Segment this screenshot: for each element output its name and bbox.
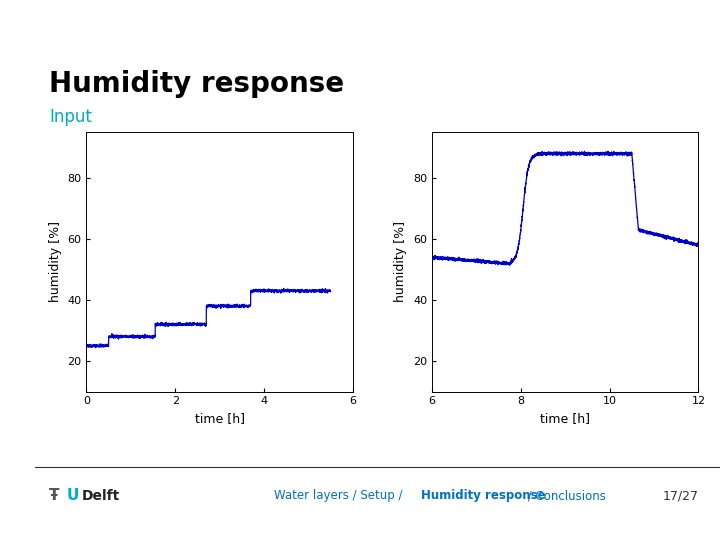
Text: Ŧ: Ŧ [49,488,60,503]
Y-axis label: humidity [%]: humidity [%] [49,221,62,302]
Text: 17/27: 17/27 [662,489,698,502]
Text: U: U [67,488,79,503]
Text: Input: Input [49,108,92,126]
Text: Delft: Delft [81,489,120,503]
Text: Humidity response: Humidity response [421,489,546,502]
Text: Humidity response: Humidity response [49,70,344,98]
X-axis label: time [h]: time [h] [194,412,245,425]
Text: / Conclusions: / Conclusions [524,489,606,502]
Y-axis label: humidity [%]: humidity [%] [395,221,408,302]
Text: Water layers / Setup /: Water layers / Setup / [274,489,406,502]
X-axis label: time [h]: time [h] [540,412,590,425]
